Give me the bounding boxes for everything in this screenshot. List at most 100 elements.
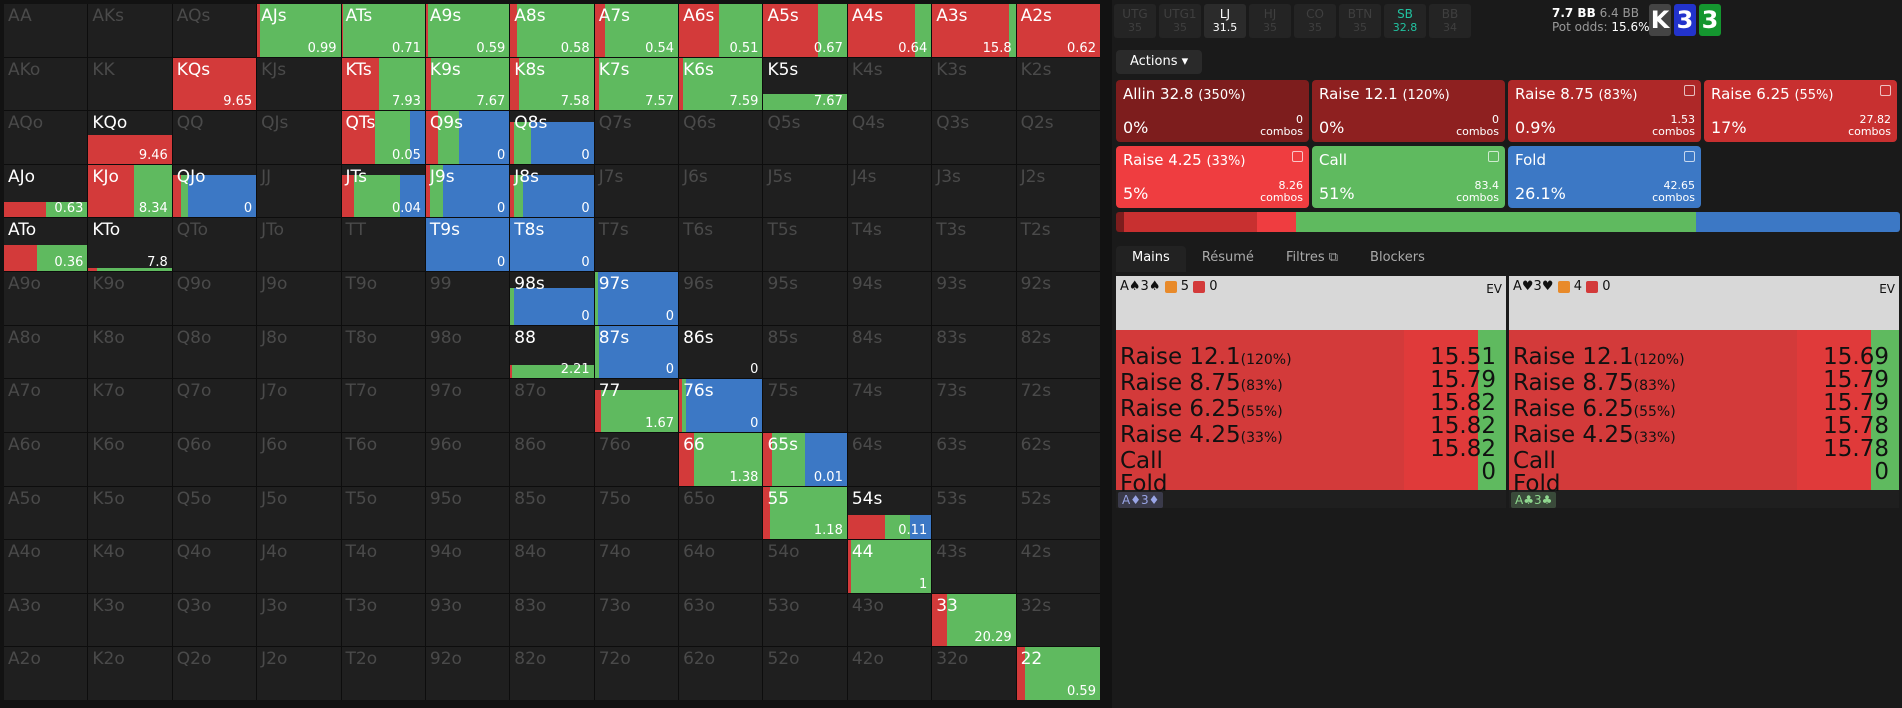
hand-cell-JTs[interactable]: JTs 0.04	[341, 164, 425, 218]
hand-cell-44[interactable]: 44 1	[847, 540, 932, 593]
hand-cell-A2s[interactable]: A2s 0.62	[1016, 4, 1100, 57]
hand-cell-K2s[interactable]: K2s	[1016, 57, 1100, 111]
hand-cell-ATs[interactable]: ATs 0.71	[341, 4, 425, 57]
action-fold[interactable]: Fold 26.1% 42.65 combos	[1508, 146, 1701, 208]
hand-cell-A9s[interactable]: A9s 0.59	[425, 4, 510, 57]
hand-cell-96o[interactable]: 96o	[425, 432, 510, 486]
hand-cell-J2o[interactable]: J2o	[257, 647, 341, 700]
hand-cell-65s[interactable]: 65s 0.01	[763, 432, 847, 486]
hand-cell-87s[interactable]: 87s 0	[594, 325, 679, 379]
hand-cell-82s[interactable]: 82s	[1016, 325, 1100, 379]
hand-cell-KTs[interactable]: KTs 7.93	[341, 57, 425, 111]
hand-cell-88[interactable]: 88 2.21	[510, 325, 594, 379]
hand-cell-Q5s[interactable]: Q5s	[763, 111, 847, 164]
action-raise-8-75[interactable]: Raise 8.75 (83%) 0.9% 1.53 combos	[1508, 80, 1701, 142]
action-allin-32-8[interactable]: Allin 32.8 (350%) 0% 0 combos	[1116, 80, 1309, 142]
hand-cell-94s[interactable]: 94s	[847, 272, 932, 325]
hand-cell-T6s[interactable]: T6s	[679, 218, 763, 272]
hand-cell-22[interactable]: 22 0.59	[1016, 647, 1100, 700]
hand-cell-72o[interactable]: 72o	[594, 647, 679, 700]
hand-cell-QJo[interactable]: QJo 0	[172, 164, 257, 218]
hand-cell-K6s[interactable]: K6s 7.59	[679, 57, 763, 111]
hand-cell-K7s[interactable]: K7s 7.57	[594, 57, 679, 111]
actions-dropdown[interactable]: Actions ▾	[1116, 50, 1203, 74]
hand-cell-K8s[interactable]: K8s 7.58	[510, 57, 594, 111]
hand-cell-AQo[interactable]: AQo	[4, 111, 88, 164]
hand-cell-A2o[interactable]: A2o	[4, 647, 88, 700]
position-btn[interactable]: BTN 35	[1339, 4, 1381, 38]
hand-cell-J6s[interactable]: J6s	[679, 164, 763, 218]
hand-cell-K5s[interactable]: K5s 7.67	[763, 57, 847, 111]
hand-cell-42o[interactable]: 42o	[847, 647, 932, 700]
hand-cell-Q7s[interactable]: Q7s	[594, 111, 679, 164]
hand-cell-85o[interactable]: 85o	[510, 486, 594, 540]
hand-cell-A7s[interactable]: A7s 0.54	[594, 4, 679, 57]
hand-cell-53o[interactable]: 53o	[763, 593, 847, 647]
hand-cell-77[interactable]: 77 1.67	[594, 379, 679, 432]
hand-cell-J9s[interactable]: J9s 0	[425, 164, 510, 218]
action-raise-4-25[interactable]: Raise 4.25 (33%) 5% 8.26 combos	[1116, 146, 1309, 208]
hand-cell-AJo[interactable]: AJo 0.63	[4, 164, 88, 218]
hand-cell-T7o[interactable]: T7o	[341, 379, 425, 432]
hand-cell-Q4s[interactable]: Q4s	[847, 111, 932, 164]
hand-cell-64o[interactable]: 64o	[679, 540, 763, 593]
hand-cell-J5o[interactable]: J5o	[257, 486, 341, 540]
hand-cell-54s[interactable]: 54s 0.11	[847, 486, 932, 540]
tab-résumé[interactable]: Résumé	[1201, 250, 1254, 265]
hand-cell-33[interactable]: 33 20.29	[932, 593, 1016, 647]
alt-combo[interactable]: A♦3♦	[1118, 492, 1164, 508]
hand-cell-55[interactable]: 55 1.18	[763, 486, 847, 540]
hand-cell-JTo[interactable]: JTo	[257, 218, 341, 272]
hand-cell-Q3o[interactable]: Q3o	[172, 593, 257, 647]
position-utg[interactable]: UTG 35	[1114, 4, 1156, 38]
hand-cell-KJs[interactable]: KJs	[257, 57, 341, 111]
hand-cell-92s[interactable]: 92s	[1016, 272, 1100, 325]
tab-filtres[interactable]: Filtres ⧉	[1285, 250, 1339, 265]
hand-cell-64s[interactable]: 64s	[847, 432, 932, 486]
hand-cell-Q8o[interactable]: Q8o	[172, 325, 257, 379]
action-raise-12-1[interactable]: Raise 12.1 (120%) 0% 0 combos	[1312, 80, 1505, 142]
hand-cell-AJs[interactable]: AJs 0.99	[257, 4, 341, 57]
hand-cell-74s[interactable]: 74s	[847, 379, 932, 432]
hand-cell-74o[interactable]: 74o	[594, 540, 679, 593]
hand-cell-82o[interactable]: 82o	[510, 647, 594, 700]
hand-cell-J7o[interactable]: J7o	[257, 379, 341, 432]
hand-cell-84o[interactable]: 84o	[510, 540, 594, 593]
hand-cell-95s[interactable]: 95s	[763, 272, 847, 325]
hand-cell-K4o[interactable]: K4o	[88, 540, 172, 593]
hand-cell-32s[interactable]: 32s	[1016, 593, 1100, 647]
position-sb[interactable]: SB 32.8	[1384, 4, 1426, 38]
hand-cell-KQs[interactable]: KQs 9.65	[172, 57, 257, 111]
hand-cell-K9s[interactable]: K9s 7.67	[425, 57, 510, 111]
hand-cell-K3s[interactable]: K3s	[932, 57, 1016, 111]
hand-cell-T3o[interactable]: T3o	[341, 593, 425, 647]
hand-cell-54o[interactable]: 54o	[763, 540, 847, 593]
note-icon[interactable]	[1292, 151, 1303, 162]
hand-cell-Q8s[interactable]: Q8s 0	[510, 111, 594, 164]
hand-cell-K4s[interactable]: K4s	[847, 57, 932, 111]
hand-cell-AA[interactable]: AA	[4, 4, 88, 57]
hand-cell-63s[interactable]: 63s	[932, 432, 1016, 486]
hand-cell-93s[interactable]: 93s	[932, 272, 1016, 325]
hand-cell-AKs[interactable]: AKs	[88, 4, 172, 57]
hand-cell-75s[interactable]: 75s	[763, 379, 847, 432]
hand-cell-QJs[interactable]: QJs	[257, 111, 341, 164]
hand-cell-Q9s[interactable]: Q9s 0	[425, 111, 510, 164]
hand-cell-T7s[interactable]: T7s	[594, 218, 679, 272]
hand-cell-Q6s[interactable]: Q6s	[679, 111, 763, 164]
hand-cell-J3o[interactable]: J3o	[257, 593, 341, 647]
hand-cell-T2s[interactable]: T2s	[1016, 218, 1100, 272]
hand-cell-98s[interactable]: 98s 0	[510, 272, 594, 325]
hand-cell-J8o[interactable]: J8o	[257, 325, 341, 379]
hand-cell-KQo[interactable]: KQo 9.46	[88, 111, 172, 164]
hand-cell-87o[interactable]: 87o	[510, 379, 594, 432]
hand-cell-53s[interactable]: 53s	[932, 486, 1016, 540]
hand-cell-TT[interactable]: TT	[341, 218, 425, 272]
hand-cell-A4s[interactable]: A4s 0.64	[847, 4, 932, 57]
hand-cell-73s[interactable]: 73s	[932, 379, 1016, 432]
hand-cell-A5o[interactable]: A5o	[4, 486, 88, 540]
hand-cell-QTs[interactable]: QTs 0.05	[341, 111, 425, 164]
hand-cell-A3o[interactable]: A3o	[4, 593, 88, 647]
hand-cell-A4o[interactable]: A4o	[4, 540, 88, 593]
hand-cell-65o[interactable]: 65o	[679, 486, 763, 540]
